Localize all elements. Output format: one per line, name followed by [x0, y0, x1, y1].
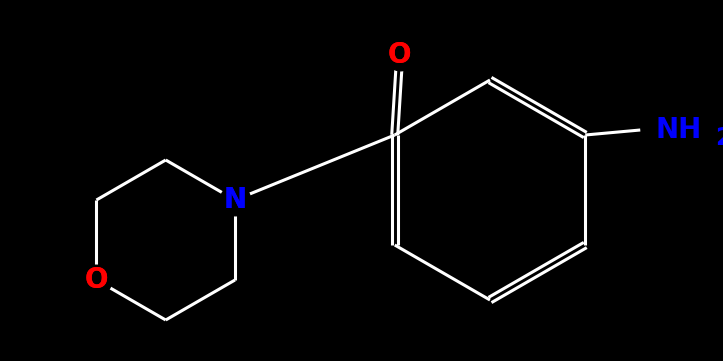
Text: O: O [85, 266, 108, 294]
Text: O: O [85, 266, 108, 294]
Text: O: O [388, 41, 411, 69]
Text: N: N [223, 186, 247, 214]
Text: 2: 2 [715, 126, 723, 150]
Text: NH: NH [655, 116, 701, 144]
Text: O: O [388, 41, 411, 69]
Text: N: N [223, 186, 247, 214]
